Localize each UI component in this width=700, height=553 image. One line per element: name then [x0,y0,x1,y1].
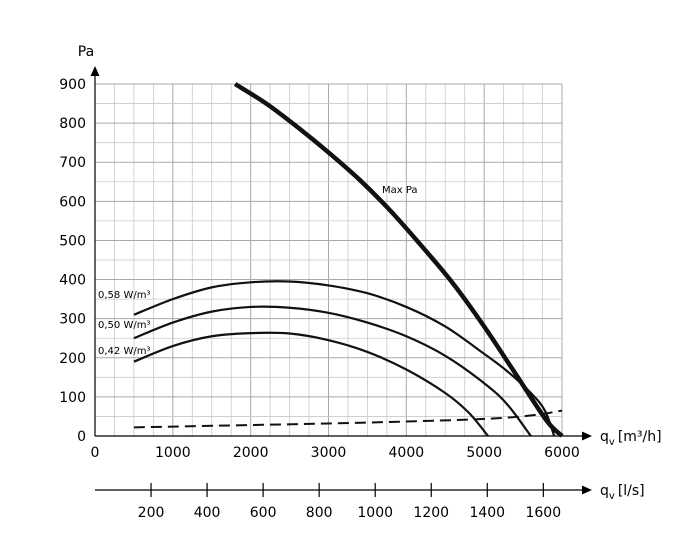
x-tick-label: 3000 [311,445,347,461]
x-tick-label: 0 [91,445,100,461]
x2-tick-label: 800 [306,505,333,521]
x-axis-label: qv [m³/h] [600,429,662,448]
y-axis-label: Pa [78,44,94,60]
series-label-042: 0,42 W/m³ [98,346,150,357]
y-tick-label: 0 [77,429,86,445]
grid [94,83,563,437]
y-tick-label: 400 [59,273,86,289]
x2-tick-label: 200 [138,505,165,521]
series-line-max-pa [233,82,564,438]
series-lines [133,82,564,438]
series-line-050 [133,305,532,437]
tick-labels: 0 100 200 300 400 500 600 700 800 900 0 1000 2000 300… [59,77,580,521]
y-tick-label: 300 [59,312,86,328]
y-tick-label: 100 [59,390,86,406]
x2-tick-label: 1400 [469,505,505,521]
x-tick-label: 2000 [233,445,269,461]
x2-tick-label: 600 [250,505,277,521]
y-tick-label: 800 [59,116,86,132]
x2-tick-label: 1200 [413,505,449,521]
x-axis-arrow-icon [582,431,592,441]
x2-tick-label: 1600 [525,505,561,521]
series-label-050: 0,50 W/m³ [98,320,150,331]
x2-tick-label: 1000 [357,505,393,521]
series-label-max-pa: Max Pa [382,185,418,196]
series-line-042 [133,331,489,437]
y-tick-label: 500 [59,233,86,249]
x2-axis-label: qv [l/s] [600,483,645,502]
series-labels: Max Pa 0,58 W/m³ 0,50 W/m³ 0,42 W/m³ [98,185,418,357]
y-tick-label: 900 [59,77,86,93]
x-tick-label: 4000 [389,445,425,461]
y-axis-arrow-icon [90,66,100,76]
y-tick-label: 600 [59,194,86,210]
series-label-058: 0,58 W/m³ [98,290,150,301]
series-line-dashed [133,409,563,429]
y-tick-label: 200 [59,351,86,367]
x2-axis-arrow-icon [582,485,592,495]
series-line-058 [133,280,556,437]
x-tick-label: 5000 [466,445,502,461]
axes: Pa qv [m³/h] qv [l/s] [78,44,662,502]
x-tick-label: 6000 [544,445,580,461]
x-tick-label: 1000 [155,445,191,461]
y-tick-label: 700 [59,155,86,171]
x2-tick-label: 400 [194,505,221,521]
